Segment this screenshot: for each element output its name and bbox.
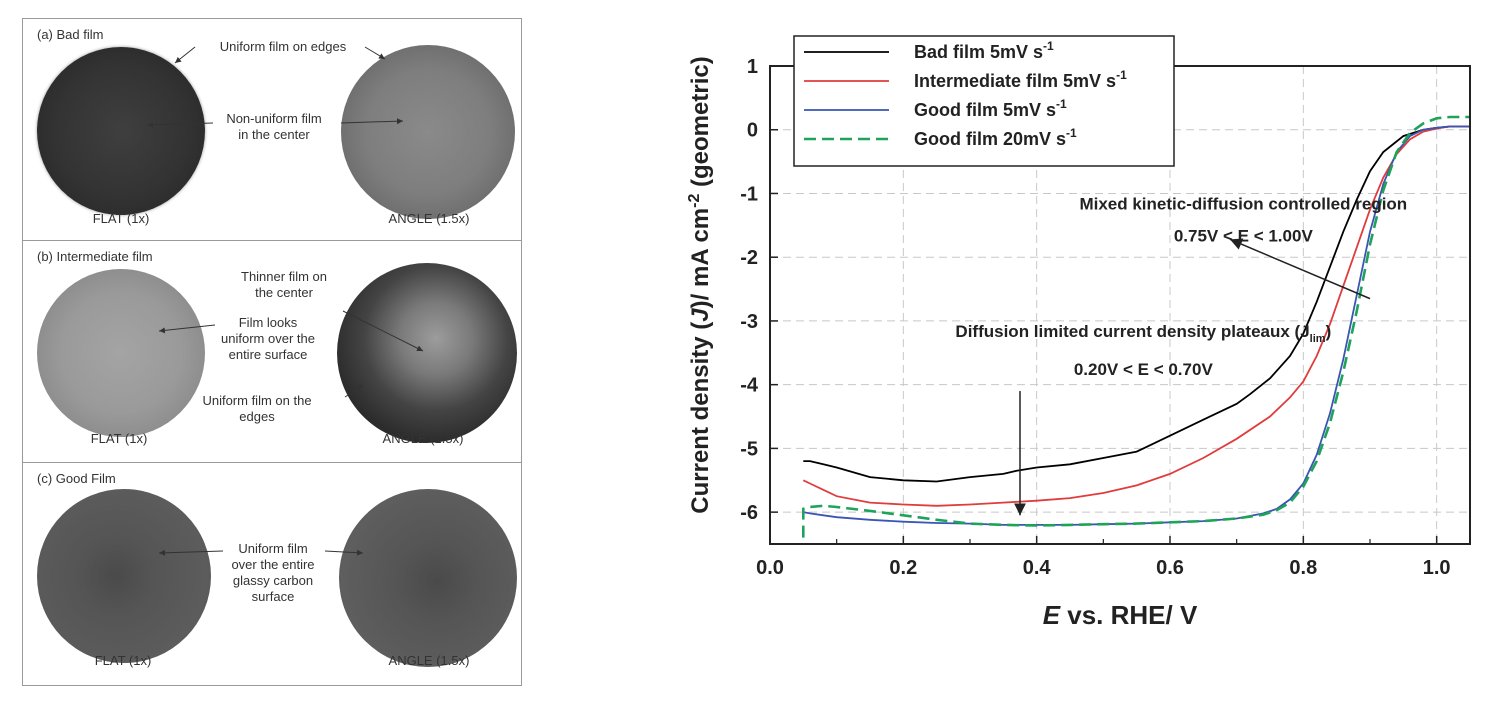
flat-label: FLAT (1x) bbox=[92, 211, 150, 226]
photo-panel-intermediate-film: (b) Intermediate film FLAT (1x) ANGLE (1… bbox=[23, 241, 521, 463]
electrode-photo-flat bbox=[37, 489, 211, 663]
panel-title: (b) Intermediate film bbox=[37, 249, 153, 264]
flat-label: FLAT (1x) bbox=[94, 653, 152, 668]
note-thinner-center-2: the center bbox=[255, 285, 313, 300]
annotation-suffix: ) bbox=[1326, 322, 1332, 341]
note-uniform-edges: Uniform film on the bbox=[202, 393, 312, 408]
x-tick-label: 1.0 bbox=[1423, 557, 1451, 579]
panel-title: (a) Bad film bbox=[37, 27, 104, 42]
x-tick-label: 0.0 bbox=[756, 557, 784, 579]
y-tick-label: -1 bbox=[740, 183, 758, 205]
legend-box bbox=[793, 35, 1175, 167]
annotation-diffusion-range: 0.20V < E < 0.70V bbox=[1074, 360, 1214, 379]
x-tick-label: 0.2 bbox=[889, 557, 917, 579]
y-tick-label: -3 bbox=[740, 311, 758, 333]
series-line-3 bbox=[802, 115, 1470, 538]
note-uniform-edges-2: edges bbox=[239, 409, 275, 424]
y-tick-label: 1 bbox=[747, 56, 758, 78]
y-axis-label-part: Current density ( bbox=[687, 322, 714, 514]
photo-panel-bad-film: (a) Bad film FLAT (1x) ANGLE (1.5x) Unif… bbox=[23, 19, 521, 241]
y-axis-label-var: J bbox=[687, 308, 714, 322]
series-line-0 bbox=[803, 125, 1470, 483]
legend-label: Bad film 5mV s-1 bbox=[914, 39, 1054, 62]
y-axis-label-sup: -2 bbox=[686, 194, 703, 208]
x-axis-label-var: E bbox=[1043, 600, 1061, 630]
electrode-photo-angle bbox=[339, 489, 517, 667]
note-uniform-film: Uniform film bbox=[238, 541, 308, 556]
note-thinner-center: Thinner film on bbox=[241, 269, 327, 284]
y-axis-label: Current density (J)/ mA cm-2 (geometric) bbox=[686, 56, 714, 513]
note-uniform-film-2: over the entire bbox=[231, 557, 315, 572]
angle-label: ANGLE (1.5x) bbox=[388, 653, 470, 668]
y-tick-label: 0 bbox=[747, 120, 758, 142]
annotation-mixed-range: 0.75V < E < 1.00V bbox=[1174, 226, 1314, 245]
legend-label: Good film 20mV s-1 bbox=[914, 126, 1077, 149]
voltammetry-chart: 0.0 0.2 0.4 0.6 0.8 1.0 1 0 -1 -2 -3 -4 -5 -6 E vs. R… bbox=[686, 35, 1471, 630]
x-axis-label: E vs. RHE/ V bbox=[1043, 600, 1198, 630]
note-uniform-film-3: glassy carbon bbox=[232, 573, 314, 588]
panel-title: (c) Good Film bbox=[37, 471, 116, 486]
annotation-diffusion-plateau: Diffusion limited current density platea… bbox=[955, 322, 1331, 345]
annotations: Mixed kinetic-diffusion controlled regio… bbox=[955, 194, 1407, 516]
y-tick-label: -5 bbox=[740, 438, 758, 460]
note-film-uniform-3: entire surface bbox=[228, 347, 308, 362]
plot-lines bbox=[802, 115, 1470, 538]
annotation-sub: lim bbox=[1310, 333, 1326, 345]
legend-label: Intermediate film 5mV s-1 bbox=[914, 68, 1127, 91]
note-nonuniform-center-2: in the center bbox=[238, 127, 310, 142]
y-tick-label: -2 bbox=[740, 247, 758, 269]
y-axis-label-part: )/ mA cm bbox=[687, 208, 714, 308]
photo-panel-good-film: (c) Good Film FLAT (1x) ANGLE (1.5x) Uni… bbox=[23, 463, 521, 685]
x-tick-label: 0.6 bbox=[1156, 557, 1184, 579]
angle-label: ANGLE (1.5x) bbox=[382, 431, 464, 446]
photo-figure: (a) Bad film FLAT (1x) ANGLE (1.5x) Unif… bbox=[22, 18, 522, 686]
legend: Bad film 5mV s-1 Intermediate film 5mV s-… bbox=[793, 35, 1175, 167]
flat-label: FLAT (1x) bbox=[90, 431, 148, 446]
annotation-diffusion-text: Diffusion limited current density platea… bbox=[955, 322, 1309, 341]
axis-ticks: 0.0 0.2 0.4 0.6 0.8 1.0 1 0 -1 -2 -3 -4 -5 -6 bbox=[740, 56, 1450, 579]
annotation-mixed-region: Mixed kinetic-diffusion controlled regio… bbox=[1079, 194, 1407, 213]
x-tick-label: 0.8 bbox=[1289, 557, 1317, 579]
note-film-uniform-2: uniform over the bbox=[221, 331, 315, 346]
note-film-uniform: Film looks bbox=[238, 315, 298, 330]
legend-label: Good film 5mV s-1 bbox=[914, 97, 1067, 120]
note-uniform-film-4: surface bbox=[251, 589, 295, 604]
electrode-photo-angle bbox=[341, 45, 515, 219]
electrode-photo-flat bbox=[37, 47, 205, 215]
annotation-arrow-mixed bbox=[1229, 238, 1371, 300]
x-axis-label-rest: vs. RHE/ V bbox=[1060, 600, 1198, 630]
y-tick-label: -6 bbox=[740, 502, 758, 524]
y-tick-label: -4 bbox=[740, 375, 759, 397]
note-uniform-edges: Uniform film on edges bbox=[219, 39, 347, 54]
electrode-photo-flat bbox=[37, 269, 205, 437]
note-nonuniform-center: Non-uniform film bbox=[226, 111, 322, 126]
angle-label: ANGLE (1.5x) bbox=[388, 211, 470, 226]
y-axis-label-part: (geometric) bbox=[687, 56, 714, 193]
electrode-photo-angle bbox=[337, 263, 517, 443]
x-tick-label: 0.4 bbox=[1023, 557, 1052, 579]
